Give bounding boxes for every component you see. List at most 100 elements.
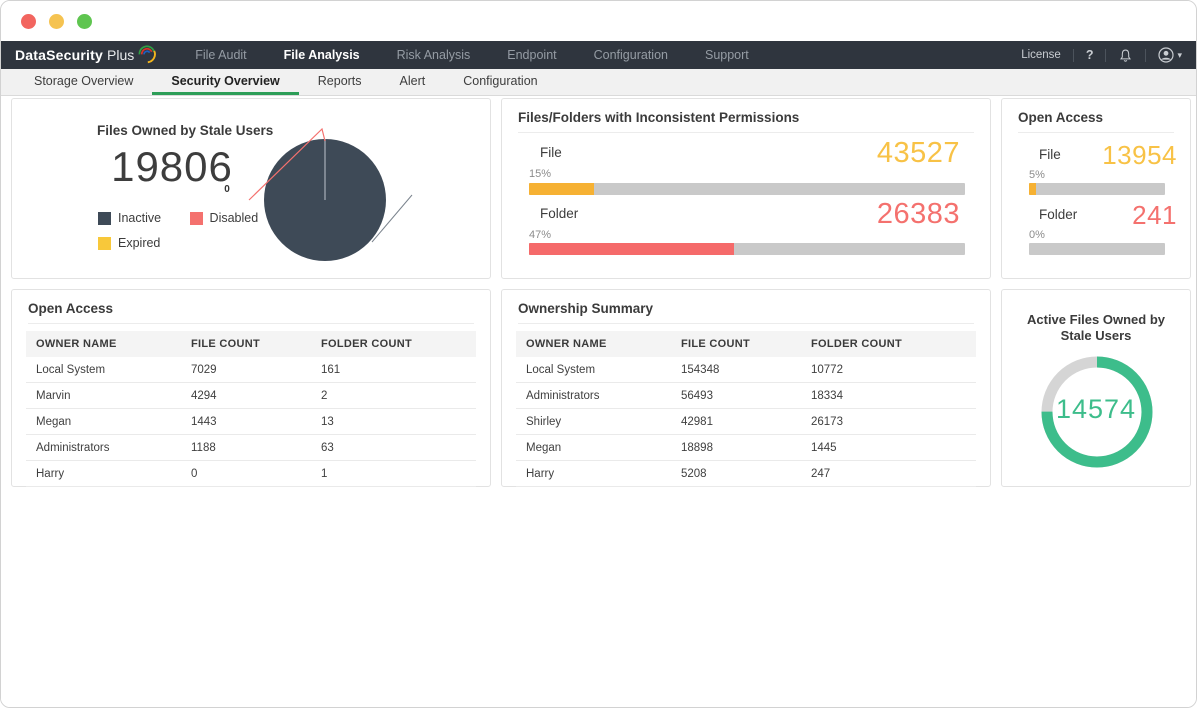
card-title: Active Files Owned by Stale Users [1027,312,1165,343]
divider [518,323,974,324]
navbar-divider [1105,48,1107,62]
table-row: Harry 0 1 [26,460,476,487]
table-row: Local System 154348 10772 [516,357,976,383]
table-header-row: OWNER NAME FILE COUNT FOLDER COUNT [516,331,976,357]
dashboard-content: Files Owned by Stale Users 19806 0 Inact… [1,96,1196,707]
legend-item-disabled: Disabled [189,211,258,225]
divider [1018,132,1174,133]
window-titlebar [1,1,1196,41]
active-files-card: Active Files Owned by Stale Users 14574 [1001,289,1191,487]
tab-storage-overview[interactable]: Storage Overview [34,73,134,88]
top-navbar: DataSecurity Plus File Audit File Analys… [1,41,1196,69]
folder-label: Folder [540,206,579,221]
tab-reports[interactable]: Reports [317,73,362,88]
folder-progress-bar [529,243,965,255]
stale-users-total: 19806 [111,143,233,190]
stale-users-card: Files Owned by Stale Users 19806 0 Inact… [11,98,491,279]
nav-item-endpoint[interactable]: Endpoint [507,48,557,62]
table-row: Marvin 4294 2 [26,382,476,409]
pie-zero-label: 0 [224,184,230,195]
legend-item-expired: Expired [98,236,160,250]
chevron-down-icon: ▾ [1177,49,1182,60]
file-progress-fill [529,183,595,195]
nav-item-risk-analysis[interactable]: Risk Analysis [396,48,471,62]
table-row: Local System 7029 161 [26,357,476,383]
inconsistent-permissions-card: Files/Folders with Inconsistent Permissi… [501,98,991,279]
file-count-value: 43527 [876,137,960,169]
table-row: Harry 5208 247 [516,460,976,487]
card-title: Files/Folders with Inconsistent Permissi… [518,110,800,125]
table-row: Megan 18898 1445 [516,434,976,461]
active-files-donut-chart [1041,356,1153,468]
card-title: Files Owned by Stale Users [97,123,274,138]
notifications-button[interactable] [1118,48,1133,63]
file-percent-label: 5% [1029,169,1045,181]
folder-percent-label: 47% [529,229,552,241]
user-avatar-icon [1158,47,1175,63]
bell-icon [1120,49,1132,62]
help-button[interactable]: ? [1085,48,1094,62]
folder-count-value: 241 [1132,200,1177,230]
tab-alert[interactable]: Alert [399,73,426,88]
brand-name-light: Plus [107,47,135,63]
header-file-count: FILE COUNT [181,331,311,357]
header-folder-count: FOLDER COUNT [311,331,476,357]
brand-name-bold: DataSecurity [15,47,103,63]
file-count-value: 13954 [1102,140,1177,170]
folder-progress-bar [1029,243,1165,255]
active-files-value: 14574 [1055,394,1137,424]
ownership-summary-card: Ownership Summary OWNER NAME FILE COUNT … [501,289,991,487]
header-folder-count: FOLDER COUNT [801,331,976,357]
inactive-swatch-icon [98,211,111,225]
card-title: Ownership Summary [518,301,654,316]
navbar-right-controls: License ? ▾ [1021,47,1182,63]
divider [28,323,474,324]
user-menu-button[interactable]: ▾ [1158,47,1182,63]
folder-count-value: 26383 [876,198,960,230]
file-label: File [1039,147,1061,162]
brand-swoosh-icon [138,44,157,63]
main-menu: File Audit File Analysis Risk Analysis E… [195,48,749,62]
legend-item-inactive: Inactive [98,211,161,225]
brand-logo[interactable]: DataSecurity Plus [15,44,157,64]
file-label: File [540,145,562,160]
file-percent-label: 15% [529,168,552,180]
nav-item-file-audit[interactable]: File Audit [195,48,247,62]
navbar-divider [1072,48,1074,62]
table-header-row: OWNER NAME FILE COUNT FOLDER COUNT [26,331,476,357]
folder-progress-fill [529,243,734,255]
secondary-tabbar: Storage Overview Security Overview Repor… [1,69,1196,96]
tab-configuration[interactable]: Configuration [463,73,538,88]
nav-item-configuration[interactable]: Configuration [593,48,668,62]
card-title: Open Access [28,301,114,316]
disabled-swatch-icon [189,211,203,225]
file-progress-fill [1029,183,1036,195]
table-row: Shirley 42981 26173 [516,408,976,435]
stale-users-pie-chart [248,127,413,261]
divider [518,132,974,133]
open-access-summary-card: Open Access File 13954 5% Folder 241 0% [1001,98,1191,279]
minimize-window-button[interactable] [49,13,64,29]
maximize-window-button[interactable] [77,13,92,29]
ownership-summary-table: OWNER NAME FILE COUNT FOLDER COUNT Local… [516,331,976,487]
card-title: Open Access [1018,110,1104,125]
close-window-button[interactable] [21,13,36,29]
file-progress-bar [1029,183,1165,195]
table-row: Administrators 56493 18334 [516,382,976,409]
open-access-table: OWNER NAME FILE COUNT FOLDER COUNT Local… [26,331,476,487]
header-owner-name: OWNER NAME [26,331,181,357]
nav-item-file-analysis[interactable]: File Analysis [283,48,360,62]
nav-item-support[interactable]: Support [704,48,749,62]
header-owner-name: OWNER NAME [516,331,671,357]
navbar-divider [1145,48,1147,62]
table-row: Administrators 1188 63 [26,434,476,461]
table-row: Megan 1443 13 [26,408,476,435]
expired-swatch-icon [98,236,111,250]
folder-label: Folder [1039,207,1078,222]
header-file-count: FILE COUNT [671,331,801,357]
file-progress-bar [529,183,965,195]
tab-security-overview[interactable]: Security Overview [152,69,299,95]
license-link[interactable]: License [1021,49,1061,61]
open-access-table-card: Open Access OWNER NAME FILE COUNT FOLDER… [11,289,491,487]
